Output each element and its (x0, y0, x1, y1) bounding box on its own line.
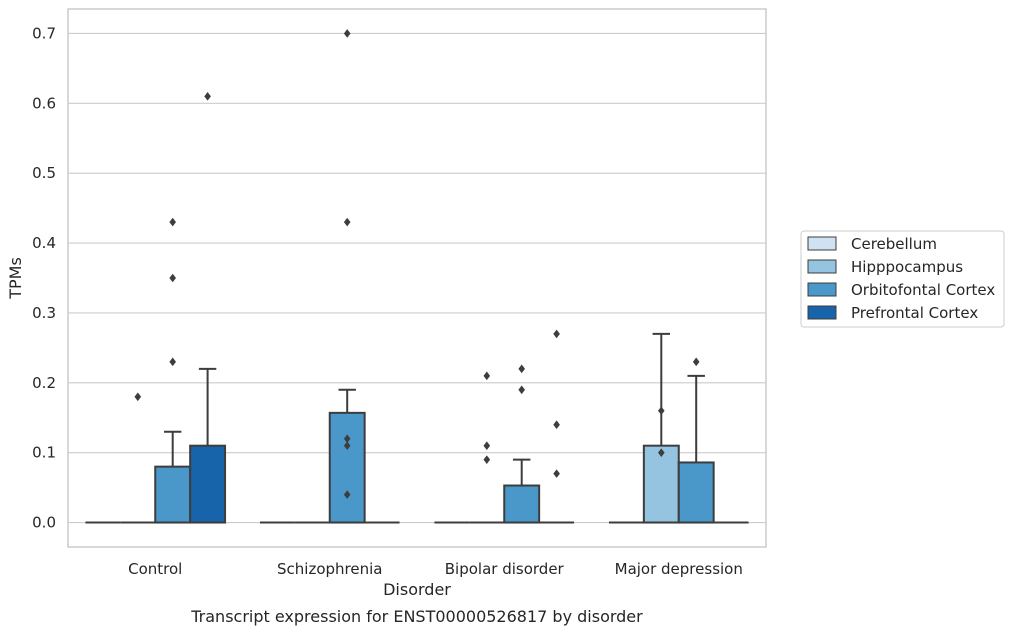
y-tick-label: 0.1 (32, 444, 56, 462)
legend-swatch (807, 259, 837, 274)
outlier-point (658, 448, 665, 457)
legend-swatch (807, 305, 837, 320)
outlier-point (343, 29, 351, 38)
box-body (189, 444, 227, 524)
outlier-point (343, 217, 351, 227)
outlier-point (553, 329, 560, 339)
outlier-point (658, 406, 665, 416)
outlier-point (518, 385, 525, 395)
legend-label: Orbitofontal Cortex (851, 281, 995, 299)
outlier-point (483, 371, 491, 381)
box-plots (85, 29, 749, 524)
outlier-point (343, 490, 351, 499)
x-axis-ticks: Control Schizophrenia Bipolar disorder Majo… (128, 560, 743, 578)
y-tick-label: 0.3 (32, 304, 56, 322)
box-body (154, 465, 192, 524)
y-tick-label: 0.5 (32, 164, 56, 182)
box-major-depression-orbitofontal-cortex (677, 357, 715, 524)
legend-swatch (807, 236, 837, 251)
box-body (503, 484, 541, 524)
outlier-point (343, 434, 351, 444)
box-control-hipppocampus (120, 392, 156, 524)
x-tick-label: Major depression (615, 560, 743, 578)
chart-caption: Transcript expression for ENST0000052681… (190, 607, 643, 626)
x-axis-label: Disorder (383, 580, 451, 599)
outlier-point (692, 357, 700, 367)
outlier-point (204, 92, 211, 101)
box-control-orbitofontal-cortex (154, 217, 192, 524)
legend-swatch (807, 282, 837, 297)
x-tick-label: Schizophrenia (277, 560, 382, 578)
legend: Cerebellum Hipppocampus Orbitofontal Corte… (800, 230, 1005, 328)
y-tick-label: 0.0 (32, 514, 56, 532)
y-tick-label: 0.2 (32, 374, 56, 392)
y-axis-label: TPMs (6, 257, 25, 300)
x-tick-label: Control (128, 560, 182, 578)
box-bipolar-disorder-orbitofontal-cortex (503, 364, 541, 524)
legend-label: Cerebellum (851, 235, 937, 253)
grid-lines (68, 32, 766, 524)
outlier-point (169, 357, 176, 367)
box-body (328, 411, 366, 524)
y-tick-label: 0.4 (32, 234, 56, 252)
legend-label: Prefrontal Cortex (851, 304, 978, 322)
outlier-point (169, 217, 176, 227)
outlier-point (553, 469, 560, 478)
legend-label: Hipppocampus (851, 258, 963, 276)
outlier-point (483, 441, 491, 450)
y-tick-label: 0.6 (32, 94, 56, 112)
outlier-point (553, 420, 560, 430)
box-body (642, 444, 680, 524)
box-schizophrenia-orbitofontal-cortex (328, 29, 366, 524)
box-major-depression-hipppocampus (642, 332, 680, 524)
outlier-point (134, 392, 142, 402)
box-bipolar-disorder-prefrontal-cortex (539, 329, 575, 524)
plot-frame (67, 8, 767, 548)
x-tick-label: Bipolar disorder (445, 560, 565, 578)
y-tick-label: 0.7 (32, 24, 56, 42)
outlier-point (518, 364, 525, 374)
outlier-point (343, 441, 351, 450)
legend-frame (800, 230, 1005, 328)
box-body (677, 461, 715, 524)
outlier-point (169, 273, 176, 283)
y-axis-ticks: 0.0 0.1 0.2 0.3 0.4 0.5 0.6 0.7 (32, 24, 56, 531)
box-bipolar-disorder-hipppocampus (469, 371, 505, 524)
box-control-prefrontal-cortex (189, 92, 227, 524)
outlier-point (483, 455, 491, 464)
